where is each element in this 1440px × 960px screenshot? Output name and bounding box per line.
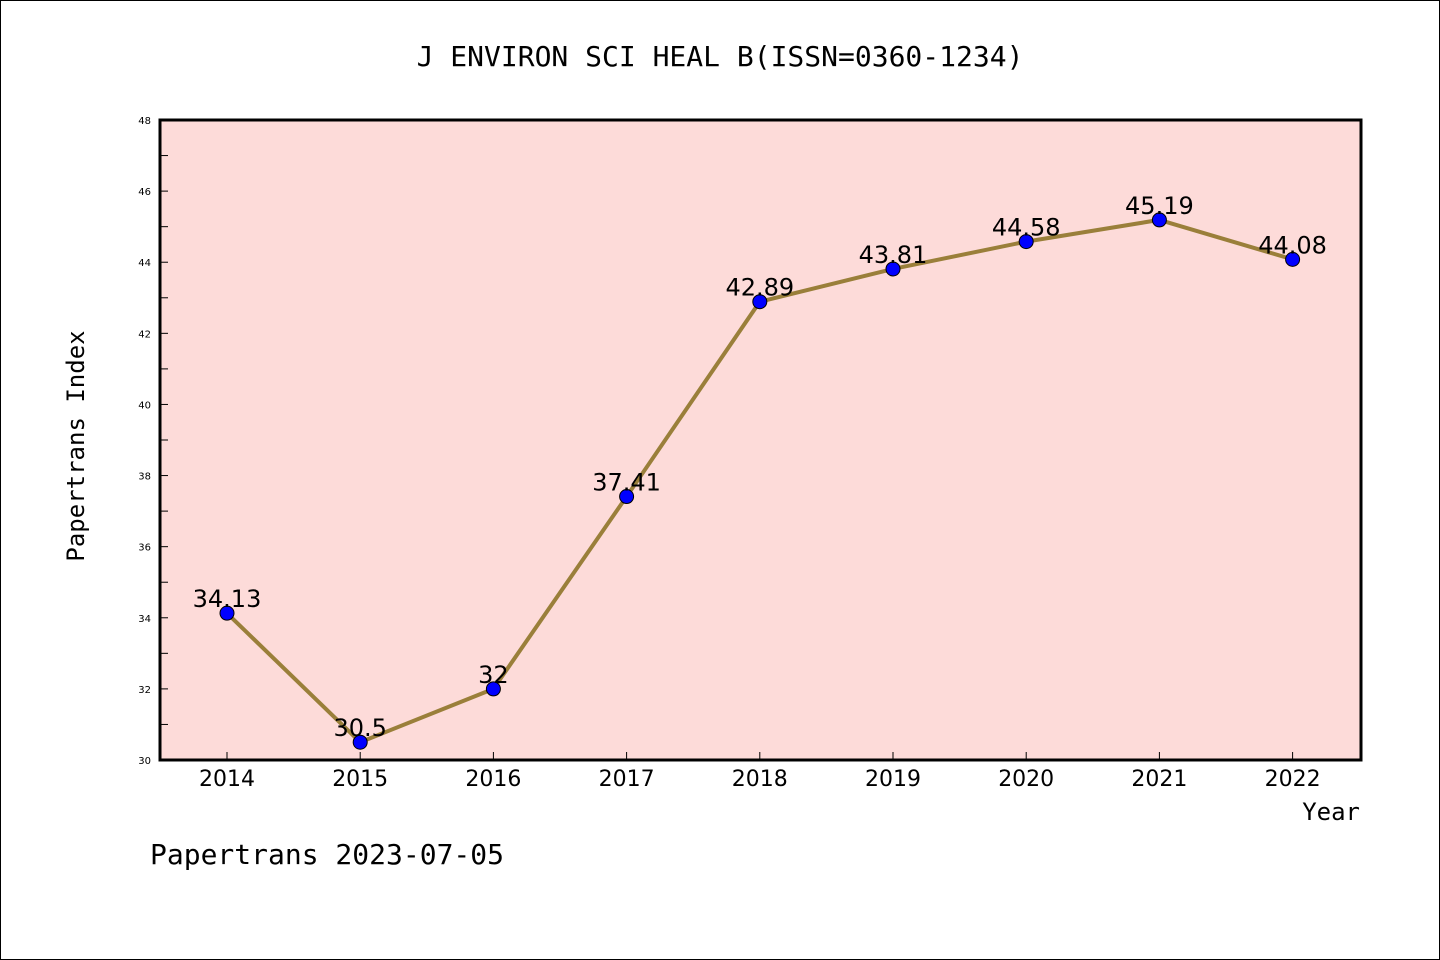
data-point [1151,212,1167,228]
y-tick-label: 34 [138,614,151,625]
data-point [1018,234,1034,250]
data-label: 44.08 [1258,231,1327,259]
footer-text: Papertrans 2023-07-05 [150,838,504,871]
y-axis-title: Papertrans Index [62,330,90,561]
chart-title: J ENVIRON SCI HEAL B(ISSN=0360-1234) [417,40,1024,73]
x-tick-label: 2015 [332,767,388,792]
data-point [352,734,368,750]
data-point [885,261,901,277]
y-tick-label: 30 [138,756,151,767]
data-labels: 34.13 30.5 32 37.41 42.89 43.81 44.58 45.19 44.0… [193,192,1327,742]
x-tick-label: 2017 [599,767,655,792]
y-tick-label: 32 [138,685,151,696]
x-tick-label: 2018 [732,767,788,792]
x-tick-label: 2019 [865,767,921,792]
data-label: 34.13 [193,585,262,613]
y-tick-label: 46 [138,187,151,198]
x-axis-title: Year [1302,798,1360,826]
data-point [485,681,501,697]
y-tick-label: 36 [138,543,151,554]
data-label: 32 [478,661,509,689]
y-tick-label: 38 [138,472,151,483]
data-label: 42.89 [725,274,794,302]
data-label: 30.5 [333,714,386,742]
y-tick-label: 40 [138,400,151,411]
plot-border [158,118,1363,762]
data-point [1285,251,1301,267]
data-label: 37.41 [592,469,661,497]
data-label: 45.19 [1125,192,1194,220]
x-tick-label: 2022 [1265,767,1321,792]
x-tick-label: 2014 [199,767,255,792]
x-axis: 2014 2015 2016 2017 2018 2019 2020 2021 2022 [199,752,1321,792]
data-point [219,605,235,621]
x-tick-label: 2016 [465,767,521,792]
series-markers [219,212,1301,750]
y-tick-label: 44 [138,258,151,269]
data-label: 44.58 [992,214,1061,242]
x-tick-label: 2020 [998,767,1054,792]
data-label: 43.81 [859,241,928,269]
data-point [752,294,768,310]
x-tick-label: 2021 [1131,767,1187,792]
data-point [619,489,635,505]
y-tick-label: 42 [138,329,151,340]
y-tick-label: 48 [138,116,151,127]
